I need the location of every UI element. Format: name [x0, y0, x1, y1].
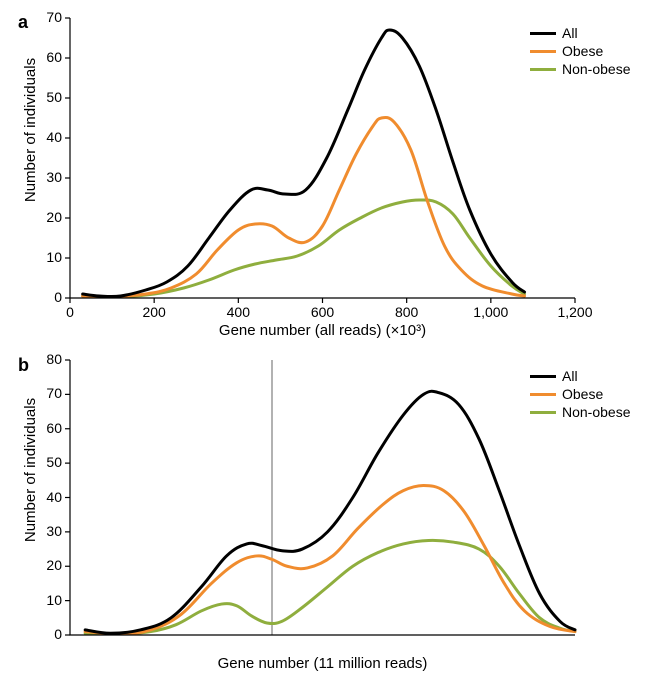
- ytick-label: 70: [46, 9, 62, 25]
- panel-a-legend: All Obese Non-obese: [530, 25, 631, 79]
- legend-swatch: [530, 32, 556, 35]
- ytick-label: 0: [54, 626, 62, 642]
- legend-label: Obese: [562, 386, 603, 402]
- series-line-nonobese: [83, 200, 525, 297]
- legend-item-nonobese: Non-obese: [530, 404, 631, 420]
- ytick-label: 20: [46, 557, 62, 573]
- ytick-label: 60: [46, 49, 62, 65]
- legend-item-obese: Obese: [530, 43, 631, 59]
- xtick-label: 800: [387, 304, 427, 320]
- xtick-label: 1,000: [471, 304, 511, 320]
- series-line-all: [85, 391, 575, 633]
- legend-label: All: [562, 368, 578, 384]
- figure-root: a Number of individuals Gene number (all…: [0, 0, 653, 685]
- ytick-label: 30: [46, 169, 62, 185]
- panel-a-ylabel: Number of individuals: [22, 20, 39, 240]
- legend-swatch: [530, 393, 556, 396]
- series-line-obese: [83, 117, 525, 296]
- ytick-label: 70: [46, 385, 62, 401]
- legend-item-obese: Obese: [530, 386, 631, 402]
- ytick-label: 50: [46, 454, 62, 470]
- legend-label: Non-obese: [562, 404, 631, 420]
- panel-a-xlabel: Gene number (all reads) (×10³): [70, 322, 575, 339]
- ytick-label: 60: [46, 420, 62, 436]
- ytick-label: 80: [46, 351, 62, 367]
- panel-b-legend: All Obese Non-obese: [530, 368, 631, 422]
- xtick-label: 1,200: [555, 304, 595, 320]
- ytick-label: 10: [46, 592, 62, 608]
- ytick-label: 0: [54, 289, 62, 305]
- panel-b-ylabel: Number of individuals: [22, 360, 39, 580]
- ytick-label: 50: [46, 89, 62, 105]
- ytick-label: 40: [46, 129, 62, 145]
- ytick-label: 10: [46, 249, 62, 265]
- legend-swatch: [530, 68, 556, 71]
- panel-a-plot: [70, 18, 577, 300]
- xtick-label: 400: [218, 304, 258, 320]
- legend-swatch: [530, 50, 556, 53]
- legend-item-nonobese: Non-obese: [530, 61, 631, 77]
- legend-item-all: All: [530, 368, 631, 384]
- series-line-obese: [85, 485, 575, 634]
- legend-swatch: [530, 375, 556, 378]
- series-line-all: [83, 30, 525, 297]
- panel-b-plot: [70, 360, 577, 637]
- legend-label: Non-obese: [562, 61, 631, 77]
- panel-b-xlabel: Gene number (11 million reads): [70, 655, 575, 672]
- legend-item-all: All: [530, 25, 631, 41]
- legend-label: All: [562, 25, 578, 41]
- xtick-label: 0: [50, 304, 90, 320]
- legend-swatch: [530, 411, 556, 414]
- ytick-label: 20: [46, 209, 62, 225]
- series-line-nonobese: [85, 540, 575, 634]
- ytick-label: 30: [46, 523, 62, 539]
- xtick-label: 600: [303, 304, 343, 320]
- ytick-label: 40: [46, 489, 62, 505]
- xtick-label: 200: [134, 304, 174, 320]
- legend-label: Obese: [562, 43, 603, 59]
